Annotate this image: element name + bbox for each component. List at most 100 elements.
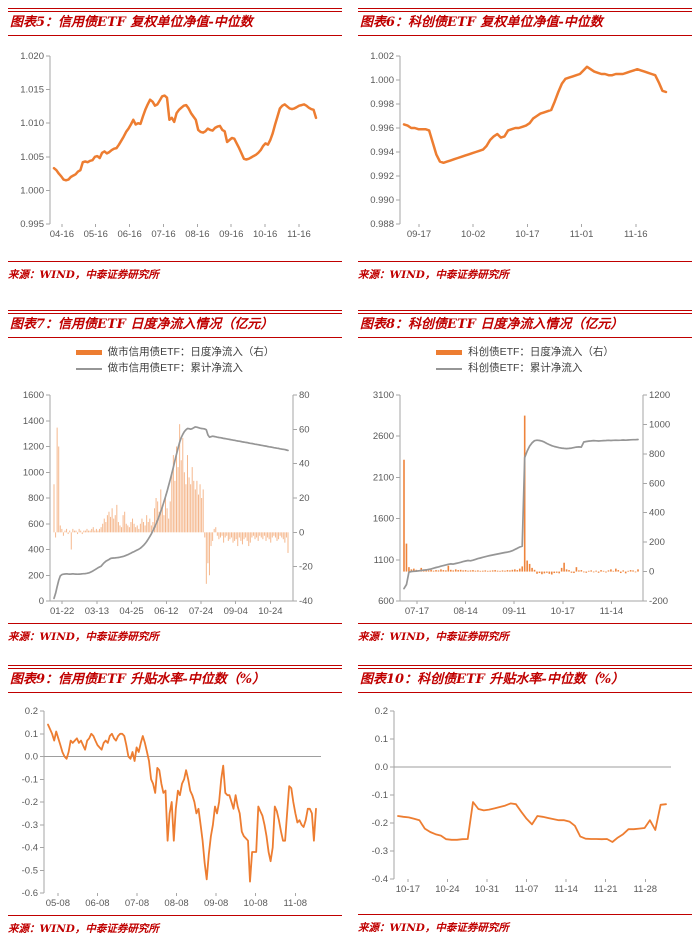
svg-text:1.005: 1.005 bbox=[20, 152, 44, 163]
svg-text:03-13: 03-13 bbox=[85, 606, 109, 617]
svg-text:07-16: 07-16 bbox=[151, 229, 175, 240]
svg-text:0.996: 0.996 bbox=[370, 123, 394, 134]
legend-label: 科创债ETF：日度净流入（右） bbox=[468, 346, 614, 358]
figure-10: 图表10：科创债ETF 升贴水率-中位数（%） 0.2 0.1 0.0 -0.1 -0.… bbox=[358, 665, 692, 939]
svg-text:0.0: 0.0 bbox=[25, 752, 38, 763]
svg-text:0.1: 0.1 bbox=[25, 729, 38, 740]
figure-10-title: 图表10：科创债ETF 升贴水率-中位数（%） bbox=[358, 665, 692, 693]
svg-text:11-08: 11-08 bbox=[283, 898, 307, 909]
svg-text:1.000: 1.000 bbox=[370, 75, 394, 86]
svg-text:600: 600 bbox=[28, 519, 44, 530]
figure-6: 图表6：科创债ETF 复权单位净值-中位数 1.002 1.000 0.998 0.9… bbox=[358, 8, 692, 310]
legend-label: 科创债ETF：累计净流入 bbox=[468, 362, 583, 374]
legend-entry: 做市信用债ETF：日度净流入（右） bbox=[75, 346, 275, 359]
svg-text:-20: -20 bbox=[299, 562, 313, 573]
svg-text:600: 600 bbox=[649, 478, 665, 489]
svg-text:11-28: 11-28 bbox=[633, 884, 657, 895]
svg-text:3100: 3100 bbox=[373, 390, 394, 401]
svg-text:04-16: 04-16 bbox=[50, 229, 74, 240]
svg-text:-0.4: -0.4 bbox=[22, 843, 38, 854]
figure-8-title: 图表8：科创债ETF 日度净流入情况（亿元） bbox=[358, 310, 692, 338]
figure-7-chart: 16001400120010008006004002000806040200-2… bbox=[23, 390, 313, 617]
figure-6-source: 来源：WIND，中泰证券研究所 bbox=[358, 261, 692, 282]
svg-text:0.994: 0.994 bbox=[370, 147, 394, 158]
figure-9-source: 来源：WIND，中泰证券研究所 bbox=[8, 915, 342, 936]
svg-text:09-04: 09-04 bbox=[224, 606, 248, 617]
svg-text:0.0: 0.0 bbox=[375, 762, 388, 773]
svg-text:0.1: 0.1 bbox=[375, 734, 388, 745]
svg-text:10-24: 10-24 bbox=[435, 884, 459, 895]
legend-entry: 做市信用债ETF：累计净流入 bbox=[75, 362, 275, 375]
svg-text:11-16: 11-16 bbox=[624, 229, 648, 240]
svg-text:10-17: 10-17 bbox=[551, 606, 575, 617]
svg-text:0: 0 bbox=[649, 567, 654, 578]
figure-8-legend: 科创债ETF：日度净流入（右） 科创债ETF：累计净流入 bbox=[436, 346, 614, 375]
svg-text:09-16: 09-16 bbox=[219, 229, 243, 240]
svg-text:-0.3: -0.3 bbox=[22, 820, 38, 831]
figure-10-source: 来源：WIND，中泰证券研究所 bbox=[358, 914, 692, 935]
legend-label: 做市信用债ETF：日度净流入（右） bbox=[107, 346, 275, 358]
svg-text:200: 200 bbox=[649, 537, 665, 548]
svg-text:10-31: 10-31 bbox=[475, 884, 499, 895]
legend-entry: 科创债ETF：累计净流入 bbox=[436, 362, 614, 375]
figure-9-chart: 0.2 0.1 0.0 -0.1 -0.2 -0.3 -0.4 -0.5 -0.6 05-08 06… bbox=[22, 706, 321, 909]
svg-text:20: 20 bbox=[299, 493, 310, 504]
svg-text:10-24: 10-24 bbox=[258, 606, 282, 617]
svg-text:07-17: 07-17 bbox=[405, 606, 429, 617]
svg-text:1600: 1600 bbox=[373, 514, 394, 525]
figure-5-source: 来源：WIND，中泰证券研究所 bbox=[8, 261, 342, 282]
figure-5: 图表5：信用债ETF 复权单位净值-中位数 1.020 1.015 1.010 1.0… bbox=[8, 8, 342, 310]
figure-7-source: 来源：WIND，中泰证券研究所 bbox=[8, 623, 342, 644]
svg-text:1100: 1100 bbox=[374, 555, 394, 566]
svg-text:01-22: 01-22 bbox=[50, 606, 74, 617]
svg-text:800: 800 bbox=[649, 449, 665, 460]
svg-text:05-08: 05-08 bbox=[46, 898, 70, 909]
figure-9-title: 图表9：信用债ETF 升贴水率-中位数（%） bbox=[8, 665, 342, 693]
svg-text:0: 0 bbox=[299, 527, 304, 538]
svg-text:1000: 1000 bbox=[649, 419, 670, 430]
svg-text:-40: -40 bbox=[299, 596, 313, 607]
svg-text:-0.1: -0.1 bbox=[22, 774, 38, 785]
figure-9: 图表9：信用债ETF 升贴水率-中位数（%） 0.2 0.1 0.0 -0.1 -0.2… bbox=[8, 665, 342, 939]
svg-text:09-17: 09-17 bbox=[407, 229, 431, 240]
svg-text:0.998: 0.998 bbox=[370, 99, 394, 110]
figure-8-plot-area: 3100 2600 2100 1600 1100 600 1200 1000 800 600 400… bbox=[358, 387, 692, 623]
svg-text:11-01: 11-01 bbox=[570, 229, 594, 240]
svg-text:-0.1: -0.1 bbox=[372, 790, 388, 801]
svg-text:-0.6: -0.6 bbox=[22, 888, 38, 899]
svg-text:0.2: 0.2 bbox=[25, 706, 38, 717]
svg-text:80: 80 bbox=[299, 390, 310, 401]
legend-entry: 科创债ETF：日度净流入（右） bbox=[436, 346, 614, 359]
svg-text:10-16: 10-16 bbox=[253, 229, 277, 240]
figure-10-plot-area: 0.2 0.1 0.0 -0.1 -0.2 -0.3 -0.4 10-17 10-24 10-31… bbox=[358, 703, 692, 901]
svg-text:1200: 1200 bbox=[649, 390, 670, 401]
svg-text:0.995: 0.995 bbox=[20, 219, 44, 230]
legend-bar-swatch-icon bbox=[436, 350, 463, 355]
svg-text:06-12: 06-12 bbox=[154, 606, 178, 617]
figure-7-legend: 做市信用债ETF：日度净流入（右） 做市信用债ETF：累计净流入 bbox=[75, 346, 275, 375]
figure-7-title: 图表7：信用债ETF 日度净流入情况（亿元） bbox=[8, 310, 342, 338]
figure-8: 图表8：科创债ETF 日度净流入情况（亿元） 科创债ETF：日度净流入（右） 科… bbox=[358, 310, 692, 665]
svg-text:09-11: 09-11 bbox=[502, 606, 526, 617]
figure-5-chart: 1.020 1.015 1.010 1.005 1.000 0.995 04-16 05-16… bbox=[20, 51, 318, 240]
svg-text:07-08: 07-08 bbox=[125, 898, 149, 909]
figure-10-chart: 0.2 0.1 0.0 -0.1 -0.2 -0.3 -0.4 10-17 10-24 10-31… bbox=[372, 706, 671, 895]
svg-text:05-16: 05-16 bbox=[84, 229, 108, 240]
svg-text:600: 600 bbox=[378, 596, 394, 607]
svg-text:400: 400 bbox=[28, 545, 44, 556]
svg-text:-200: -200 bbox=[649, 596, 668, 607]
svg-text:10-17: 10-17 bbox=[515, 229, 539, 240]
svg-text:1.000: 1.000 bbox=[20, 185, 44, 196]
svg-text:0.990: 0.990 bbox=[370, 195, 394, 206]
svg-text:11-16: 11-16 bbox=[287, 229, 311, 240]
svg-text:400: 400 bbox=[649, 508, 665, 519]
svg-text:1600: 1600 bbox=[23, 390, 44, 401]
figure-8-source: 来源：WIND，中泰证券研究所 bbox=[358, 623, 692, 644]
svg-text:-0.2: -0.2 bbox=[22, 797, 38, 808]
svg-text:0.2: 0.2 bbox=[375, 706, 388, 717]
svg-text:-0.2: -0.2 bbox=[372, 818, 388, 829]
svg-text:200: 200 bbox=[28, 570, 44, 581]
svg-text:06-16: 06-16 bbox=[117, 229, 141, 240]
